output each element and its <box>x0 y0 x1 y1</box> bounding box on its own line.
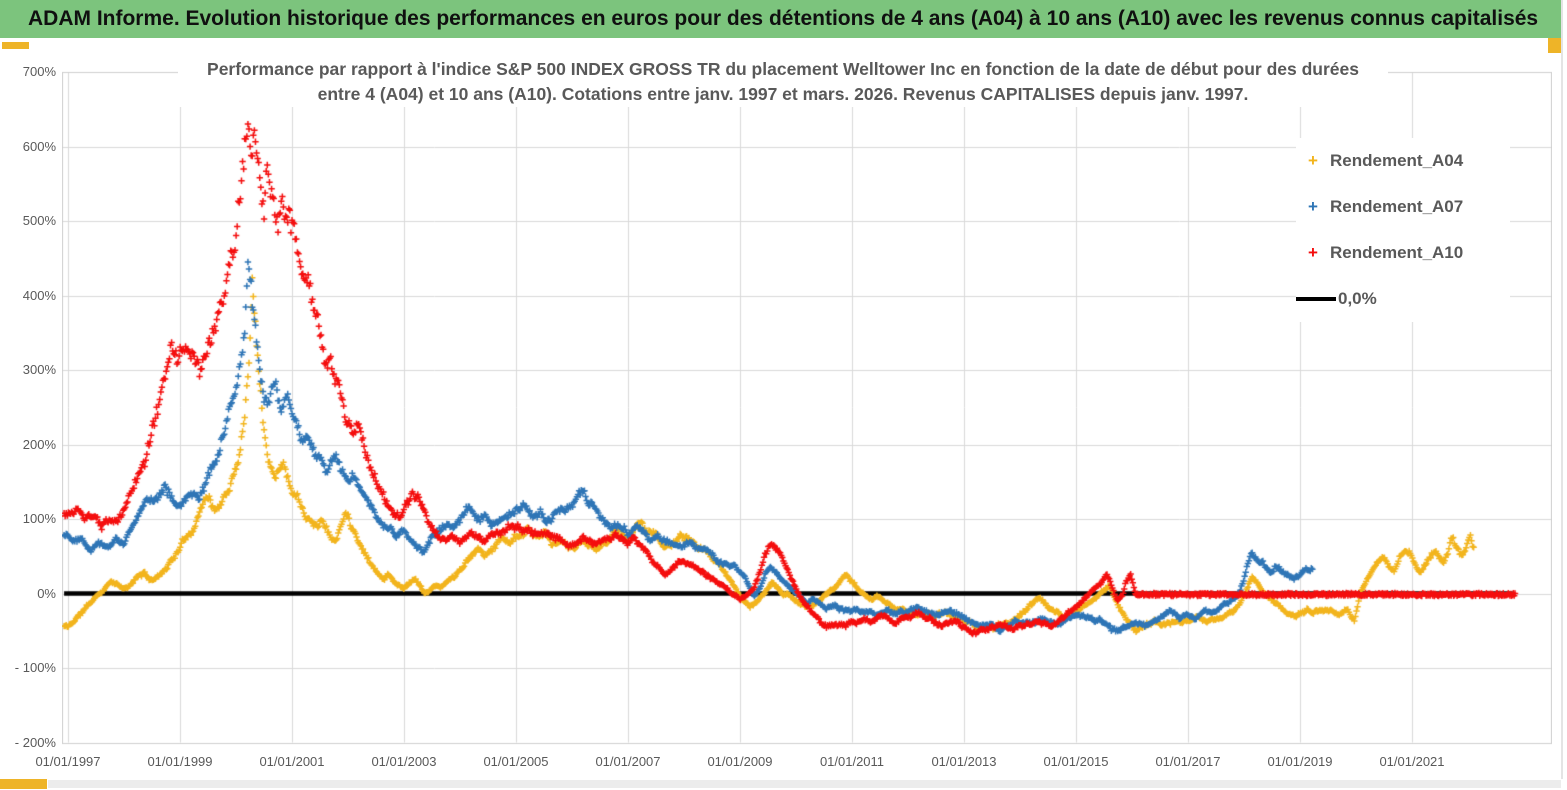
x-tick-label: 01/01/2017 <box>1155 754 1221 769</box>
chart-title-line1: Performance par rapport à l'indice S&P 5… <box>207 59 1359 79</box>
report-title: ADAM Informe. Evolution historique des p… <box>28 7 1539 30</box>
y-tick-label: - 200% <box>14 734 56 750</box>
y-tick-label: 0% <box>37 585 56 601</box>
gold-accent-left <box>2 42 29 49</box>
bottom-scrollbar <box>0 779 1563 790</box>
scrollbar-track[interactable] <box>48 780 1561 788</box>
x-tick-label: 01/01/2019 <box>1267 754 1333 769</box>
y-tick-label: 300% <box>22 362 56 377</box>
y-tick-label: 100% <box>22 511 56 526</box>
y-tick-label: 400% <box>22 287 56 303</box>
legend-label: Rendement_A10 <box>1330 243 1464 262</box>
gold-accent-right <box>1548 38 1563 53</box>
y-tick-label: - 100% <box>14 660 56 675</box>
x-tick-label: 01/01/2013 <box>931 754 997 769</box>
x-tick-label: 01/01/2007 <box>595 754 661 769</box>
legend-label: 0,0% <box>1338 289 1377 308</box>
legend-label: Rendement_A07 <box>1330 197 1464 216</box>
plus-marker-icon: + <box>1308 243 1318 262</box>
y-tick-label: 600% <box>22 138 56 154</box>
chart-title-line2: entre 4 (A04) et 10 ans (A10). Cotations… <box>317 84 1249 104</box>
x-tick-label: 01/01/2005 <box>483 754 549 769</box>
legend-item-rendement-a10[interactable]: + Rendement_A10 <box>1296 230 1510 276</box>
legend-item-rendement-a04[interactable]: + Rendement_A04 <box>1296 138 1510 184</box>
legend-item-rendement-a07[interactable]: + Rendement_A07 <box>1296 184 1510 230</box>
plus-marker-icon: + <box>1308 197 1318 216</box>
legend-label: Rendement_A04 <box>1330 151 1464 170</box>
plus-marker-icon: + <box>1308 151 1318 170</box>
y-tick-label: 500% <box>22 213 56 228</box>
x-tick-label: 01/01/1999 <box>147 754 213 769</box>
x-tick-label: 01/01/2009 <box>707 754 773 769</box>
x-tick-label: 01/01/2003 <box>371 754 437 769</box>
y-tick-label: 700% <box>22 64 56 79</box>
y-tick-label: 200% <box>22 436 56 452</box>
x-tick-label: 01/01/2001 <box>259 754 325 769</box>
report-header: ADAM Informe. Evolution historique des p… <box>0 0 1563 38</box>
x-tick-label: 01/01/2015 <box>1043 754 1109 769</box>
x-tick-label: 01/01/1997 <box>35 754 101 769</box>
x-tick-label: 01/01/2021 <box>1379 754 1445 769</box>
scrollbar-accent <box>0 779 47 789</box>
line-marker-icon <box>1296 297 1336 301</box>
legend: + Rendement_A04 + Rendement_A07 + Rendem… <box>1296 138 1510 322</box>
legend-item-zero-line[interactable]: 0,0% <box>1296 276 1510 322</box>
sheet-right-border <box>1561 0 1563 779</box>
x-tick-label: 01/01/2011 <box>819 754 885 769</box>
chart-title: Performance par rapport à l'indice S&P 5… <box>178 57 1388 107</box>
